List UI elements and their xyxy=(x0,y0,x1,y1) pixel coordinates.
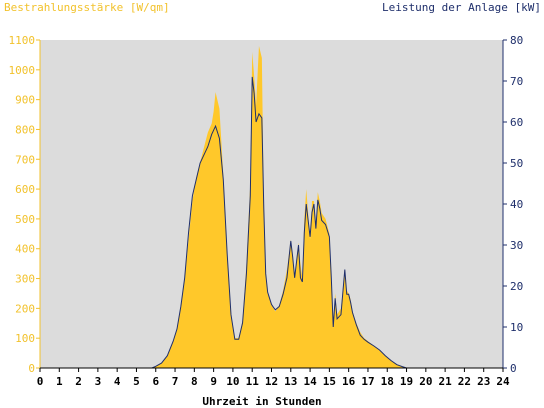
y-left-tick-label: 300 xyxy=(15,273,35,286)
x-tick-label: 13 xyxy=(284,375,297,388)
x-tick-label: 4 xyxy=(114,375,121,388)
x-tick-label: 16 xyxy=(342,375,356,388)
x-tick-label: 15 xyxy=(323,375,336,388)
y-left-tick-label: 400 xyxy=(15,243,35,256)
y-right-tick-label: 0 xyxy=(510,362,517,375)
x-tick-label: 14 xyxy=(303,375,317,388)
x-tick-label: 23 xyxy=(477,375,490,388)
x-tick-label: 10 xyxy=(226,375,239,388)
x-axis-title: Uhrzeit in Stunden xyxy=(202,395,321,408)
y-left-tick-label: 800 xyxy=(15,123,35,136)
y-right-tick-label: 40 xyxy=(510,198,523,211)
left-axis-title: Bestrahlungsstärke [W/qm] xyxy=(4,1,170,14)
x-tick-label: 7 xyxy=(172,375,179,388)
right-axis-title: Leistung der Anlage [kW] xyxy=(382,1,541,14)
x-tick-label: 24 xyxy=(496,375,510,388)
x-tick-label: 21 xyxy=(439,375,453,388)
y-right-tick-label: 20 xyxy=(510,280,523,293)
series-layer xyxy=(40,45,503,369)
y-right-tick-label: 30 xyxy=(510,239,523,252)
x-tick-label: 17 xyxy=(361,375,374,388)
x-tick-label: 11 xyxy=(246,375,260,388)
y-left-tick-label: 100 xyxy=(15,332,35,345)
y-left-tick-label: 200 xyxy=(15,302,35,315)
x-tick-label: 9 xyxy=(210,375,217,388)
y-left-tick-label: 700 xyxy=(15,153,35,166)
x-tick-label: 19 xyxy=(400,375,413,388)
x-tick-label: 5 xyxy=(133,375,140,388)
y-left-tick-label: 0 xyxy=(28,362,35,375)
y-right-tick-label: 70 xyxy=(510,75,523,88)
x-tick-label: 2 xyxy=(75,375,82,388)
power-line xyxy=(40,76,503,369)
x-tick-label: 12 xyxy=(265,375,278,388)
x-tick-label: 1 xyxy=(56,375,63,388)
y-left-tick-label: 1000 xyxy=(9,64,36,77)
y-right-tick-label: 50 xyxy=(510,157,523,170)
y-left-tick-label: 500 xyxy=(15,213,35,226)
y-left-tick-label: 900 xyxy=(15,94,35,107)
x-tick-label: 8 xyxy=(191,375,198,388)
x-tick-label: 6 xyxy=(152,375,159,388)
x-tick-label: 20 xyxy=(419,375,432,388)
y-left-tick-label: 1100 xyxy=(9,34,36,47)
ticks-layer: 0100200300400500600700800900100011000102… xyxy=(9,34,524,388)
x-tick-label: 0 xyxy=(37,375,44,388)
x-tick-label: 18 xyxy=(381,375,394,388)
x-tick-label: 22 xyxy=(458,375,471,388)
y-right-tick-label: 80 xyxy=(510,34,523,47)
y-right-tick-label: 60 xyxy=(510,116,523,129)
y-left-tick-label: 600 xyxy=(15,183,35,196)
x-tick-label: 3 xyxy=(95,375,102,388)
y-right-tick-label: 10 xyxy=(510,321,523,334)
